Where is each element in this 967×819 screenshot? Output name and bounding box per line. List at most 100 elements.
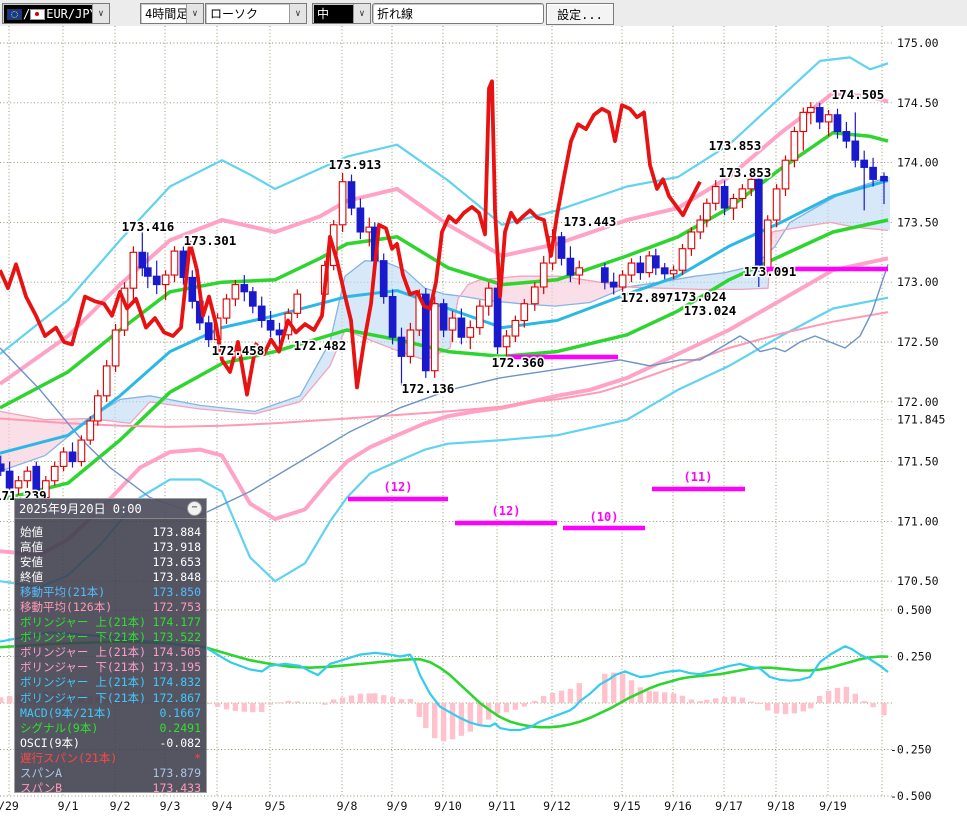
date-axis-label: 9/17: [715, 799, 743, 813]
svg-text:172.136: 172.136: [402, 381, 455, 396]
macd-axis-label: -0.250: [890, 743, 932, 757]
panel-row: ボリンジャー 上(21本)174.177: [15, 615, 206, 630]
date-axis-label: 9/1: [58, 799, 79, 813]
date-axis-label: 9/4: [212, 799, 233, 813]
overlay-type-value: 折れ線: [373, 5, 543, 22]
chevron-down-icon: ∨: [186, 4, 203, 23]
panel-row: スパンA173.879: [15, 766, 206, 781]
candle: [145, 268, 152, 276]
date-axis-label: 9/8: [337, 799, 358, 813]
date-axis-label: 9/11: [488, 799, 516, 813]
candle: [477, 306, 484, 328]
chevron-down-icon: ∨: [353, 4, 370, 23]
candle: [503, 336, 510, 347]
panel-row: 高値173.918: [15, 540, 206, 555]
panel-row: スパンB173.433: [15, 781, 206, 796]
svg-text:173.024: 173.024: [674, 289, 727, 304]
svg-text:173.913: 173.913: [329, 157, 382, 172]
candle: [294, 294, 301, 313]
svg-text:173.024: 173.024: [684, 303, 737, 318]
timeframe-value: 4時間足: [141, 5, 186, 22]
candle: [485, 288, 492, 306]
candle: [153, 276, 160, 284]
price-axis-label: 173.00: [897, 275, 939, 289]
candle: [610, 282, 617, 287]
toolbar: /EUR/JPY ∨ 4時間足 ∨ ローソク ∨ 中 ∨ 折れ線 設定...: [0, 0, 967, 26]
panel-row: ボリンジャー 下(21本)173.195: [15, 660, 206, 675]
candle: [704, 203, 711, 220]
candle: [250, 292, 257, 306]
panel-row: 安値173.653: [15, 555, 206, 570]
price-axis-label: 174.00: [897, 156, 939, 170]
panel-date: 2025年9月20日 0:00: [19, 500, 142, 517]
candle: [782, 160, 789, 189]
chart-style-select[interactable]: ローソク ∨: [205, 3, 307, 24]
ohlc-indicator-panel[interactable]: 2025年9月20日 0:00 − 始値173.884高値173.918安値17…: [14, 498, 207, 793]
candle: [670, 270, 677, 274]
symbol-select[interactable]: /EUR/JPY ∨: [2, 3, 110, 24]
candle: [825, 115, 832, 122]
macd-axis-label: -0.500: [890, 789, 932, 803]
svg-text:174.505: 174.505: [832, 87, 885, 102]
candle: [60, 452, 67, 466]
date-axis-label: 9/9: [387, 799, 408, 813]
candle: [103, 366, 110, 396]
date-axis-label: 9/15: [613, 799, 641, 813]
candle: [276, 330, 283, 335]
overlay-type-field[interactable]: 折れ線: [372, 3, 544, 24]
symbol-value: /EUR/JPY: [3, 7, 92, 21]
candle: [576, 268, 583, 275]
candle: [449, 318, 456, 330]
candle: [619, 275, 626, 287]
candle: [241, 285, 248, 292]
panel-row: OSCI(9本)-0.082: [15, 736, 206, 751]
panel-row: ボリンジャー 下(21本)173.522: [15, 630, 206, 645]
candle: [6, 471, 13, 488]
candle: [223, 299, 230, 318]
candle: [628, 263, 635, 275]
price-axis-label: 172.50: [897, 335, 939, 349]
candle: [431, 304, 438, 371]
candle: [512, 320, 519, 336]
candle: [348, 182, 355, 208]
candle: [712, 187, 719, 204]
candle: [0, 464, 4, 471]
svg-text:173.301: 173.301: [184, 233, 237, 248]
candle: [339, 182, 346, 225]
candle: [861, 160, 868, 167]
candle: [205, 323, 212, 340]
timeframe-select[interactable]: 4時間足 ∨: [140, 3, 204, 24]
thickness-select[interactable]: 中 ∨: [312, 3, 371, 24]
candle: [258, 306, 265, 320]
panel-header[interactable]: 2025年9月20日 0:00 −: [15, 499, 206, 519]
panel-row: 移動平均(126本)172.753: [15, 600, 206, 615]
date-axis-label: 9/5: [265, 799, 286, 813]
settings-button[interactable]: 設定...: [546, 3, 614, 25]
svg-text:(11): (11): [684, 470, 713, 484]
candle: [721, 187, 728, 209]
candle: [15, 481, 22, 488]
candle: [51, 466, 58, 480]
svg-text:172.458: 172.458: [212, 343, 265, 358]
price-axis-label: 172.00: [897, 395, 939, 409]
minimize-button[interactable]: −: [187, 501, 202, 516]
date-axis-label: 9/16: [664, 799, 692, 813]
candle: [739, 189, 746, 199]
candle: [139, 252, 146, 268]
candle: [357, 208, 364, 232]
candle: [398, 337, 405, 356]
svg-text:173.853: 173.853: [709, 138, 762, 153]
date-axis-label: 9/19: [819, 799, 847, 813]
panel-rows: 始値173.884高値173.918安値173.653終値173.848移動平均…: [15, 525, 206, 796]
candle: [852, 141, 859, 160]
svg-text:172.482: 172.482: [294, 338, 347, 353]
candle: [637, 263, 644, 273]
candle: [567, 258, 574, 275]
panel-row: ボリンジャー 上(21本)174.505: [15, 645, 206, 660]
candle: [816, 108, 823, 122]
candle: [467, 328, 474, 338]
candle: [646, 256, 653, 273]
date-axis-label: 9/18: [767, 799, 795, 813]
candle: [112, 330, 119, 366]
date-axis-label: 9/10: [434, 799, 462, 813]
